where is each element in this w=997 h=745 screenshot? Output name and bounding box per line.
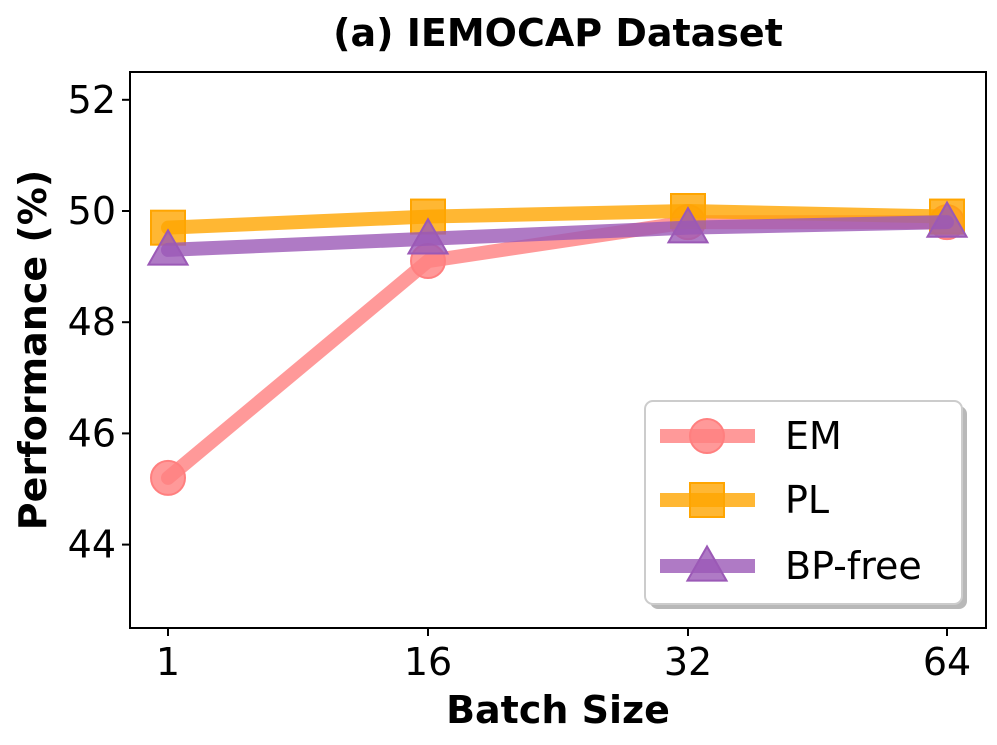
x-tick-label: 1	[156, 640, 180, 684]
series-line-pl	[161, 204, 954, 235]
y-tick-label: 48	[68, 300, 116, 344]
legend-marker	[689, 482, 725, 518]
legend-marker	[689, 418, 725, 454]
legend-label: BP-free	[785, 544, 922, 588]
series-bp-free	[146, 200, 969, 266]
x-axis-label: Batch Size	[446, 688, 670, 732]
series-line-bp-free	[161, 215, 954, 257]
legend-marker	[685, 544, 729, 582]
legend-item-pl: PL	[660, 478, 829, 522]
y-tick-label: 50	[68, 189, 116, 233]
y-tick-label: 44	[68, 523, 116, 567]
y-tick-label: 52	[68, 78, 116, 122]
data-point-bp-free	[146, 228, 190, 266]
data-point-em	[150, 459, 186, 496]
data-point-bp-free	[925, 200, 969, 238]
plot-frame	[129, 71, 987, 629]
x-tick-label: 64	[923, 640, 971, 684]
x-tick-label: 32	[664, 640, 712, 684]
data-point-bp-free	[666, 206, 710, 244]
x-tick-label: 16	[404, 640, 452, 684]
y-tick-label: 46	[68, 411, 116, 455]
y-axis-label: Performance (%)	[11, 170, 55, 530]
legend-item-em: EM	[660, 414, 842, 458]
legend-label: PL	[785, 478, 829, 522]
data-point-bp-free	[406, 217, 450, 255]
legend-label: EM	[785, 414, 842, 458]
legend-box	[644, 400, 963, 605]
chart-title: (a) IEMOCAP Dataset	[333, 11, 783, 55]
legend-item-bp-free: BP-free	[660, 544, 922, 588]
